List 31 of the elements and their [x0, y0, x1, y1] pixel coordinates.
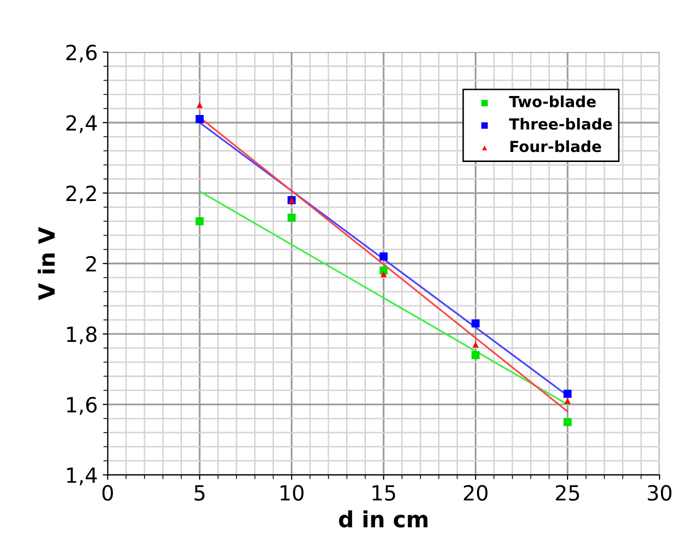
x-tick-label: 0: [102, 484, 113, 501]
point: [472, 351, 480, 360]
x-tick-label: 30: [648, 484, 672, 501]
y-tick-label: 2: [86, 256, 96, 272]
point: [196, 102, 203, 108]
x-axis-title: d in cm: [339, 510, 428, 528]
y-tick-label: 1,8: [67, 326, 97, 344]
point: [196, 115, 204, 124]
point: [564, 390, 572, 398]
y-tick-label: 2,6: [66, 44, 97, 62]
point: [564, 418, 572, 426]
legend-label: Four-blade: [510, 140, 602, 152]
y-tick-label: 2,2: [66, 186, 96, 204]
point: [288, 214, 296, 222]
legend-label: Three-blade: [509, 118, 612, 130]
x-tick-label: 20: [464, 484, 488, 501]
y-tick-label: 1,4: [67, 468, 97, 486]
point: [380, 270, 387, 278]
point: [380, 252, 388, 261]
x-tick-label: 15: [372, 485, 396, 501]
point: [196, 217, 204, 226]
x-tick-label: 5: [194, 485, 204, 501]
y-axis-title: V in V: [38, 226, 55, 300]
point: [564, 398, 571, 404]
y-tick-label: 1,6: [67, 396, 97, 415]
x-tick-label: 25: [556, 484, 579, 501]
point: [472, 341, 479, 348]
x-tick-label: 10: [280, 484, 304, 501]
y-tick-label: 2,4: [66, 115, 97, 133]
point: [472, 319, 480, 328]
legend-label: Two-blade: [509, 95, 596, 108]
